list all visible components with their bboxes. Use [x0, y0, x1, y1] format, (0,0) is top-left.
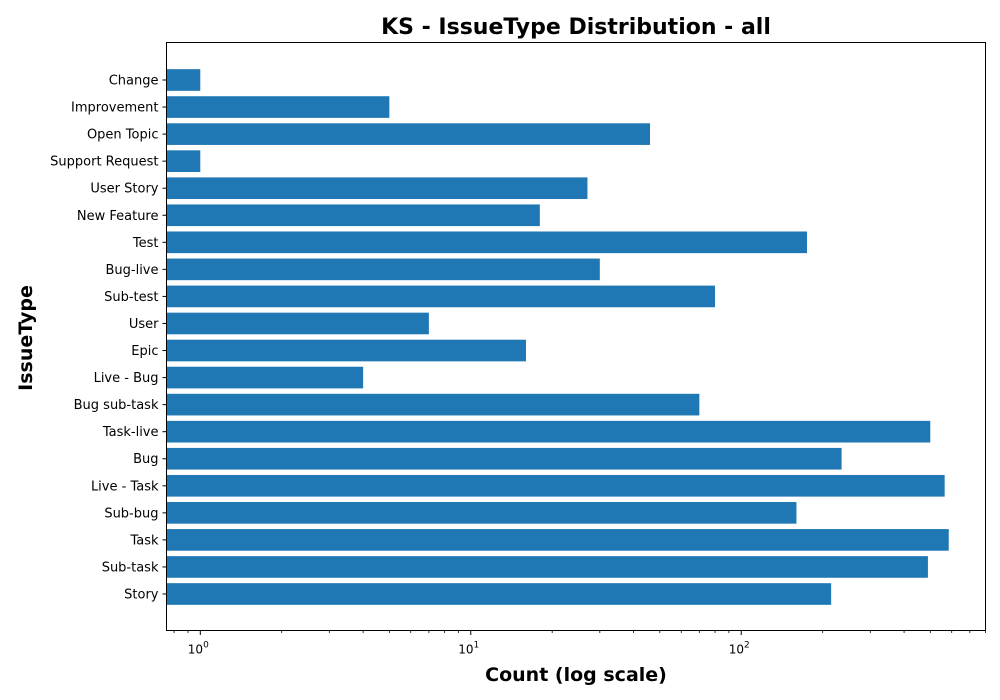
- y-tick-label: Change: [109, 74, 159, 89]
- plot-area: Change Improvement Open Topic Support Reque…: [50, 69, 986, 657]
- bar: [166, 393, 700, 416]
- bar: [166, 123, 651, 145]
- y-tick-label: Test: [132, 236, 159, 251]
- bar: [166, 556, 928, 578]
- bar: [166, 583, 832, 605]
- plot-frame: [166, 42, 986, 631]
- bar: [166, 231, 807, 254]
- y-tick-label: Open Topic: [87, 128, 159, 143]
- y-tick-label: Live - Task: [91, 479, 159, 494]
- y-tick-label: Task: [129, 533, 159, 548]
- y-axis-label: IssueType: [15, 285, 37, 391]
- y-tick-label: User: [129, 317, 159, 332]
- bar: [166, 339, 526, 362]
- bar: [166, 258, 600, 281]
- bar: [166, 69, 201, 91]
- bar: [166, 502, 797, 524]
- y-tick-label: User Story: [90, 182, 158, 197]
- x-tick-label: 102: [729, 641, 750, 657]
- bar: [166, 312, 429, 335]
- y-tick-label: Support Request: [50, 155, 158, 170]
- bar: [166, 150, 201, 172]
- bar: [166, 96, 390, 118]
- bar: [166, 420, 931, 443]
- bar: [166, 285, 716, 308]
- y-tick-label: Improvement: [71, 101, 158, 116]
- y-tick-label: Bug: [133, 452, 158, 467]
- y-tick-label: Sub-bug: [104, 506, 158, 521]
- bar: [166, 447, 842, 470]
- y-tick-label: Bug sub-task: [74, 398, 159, 413]
- bar: [166, 474, 945, 497]
- bar: [166, 366, 364, 389]
- y-tick-label: Live - Bug: [94, 371, 159, 386]
- x-axis-label: Count (log scale): [485, 664, 667, 686]
- y-tick-label: Task-live: [102, 425, 159, 440]
- y-tick-label: Bug-live: [105, 263, 158, 278]
- bar: [166, 529, 949, 551]
- chart-title: KS - IssueType Distribution - all: [381, 15, 771, 40]
- y-tick-label: Sub-task: [102, 560, 159, 575]
- y-tick-label: New Feature: [77, 209, 159, 224]
- y-tick-label: Epic: [131, 344, 158, 359]
- x-tick-label: 101: [458, 641, 479, 657]
- y-tick-label: Sub-test: [104, 290, 158, 305]
- y-tick-label: Story: [124, 588, 159, 603]
- bar: [166, 177, 588, 200]
- bar: [166, 204, 540, 227]
- x-tick-label: 100: [188, 641, 209, 657]
